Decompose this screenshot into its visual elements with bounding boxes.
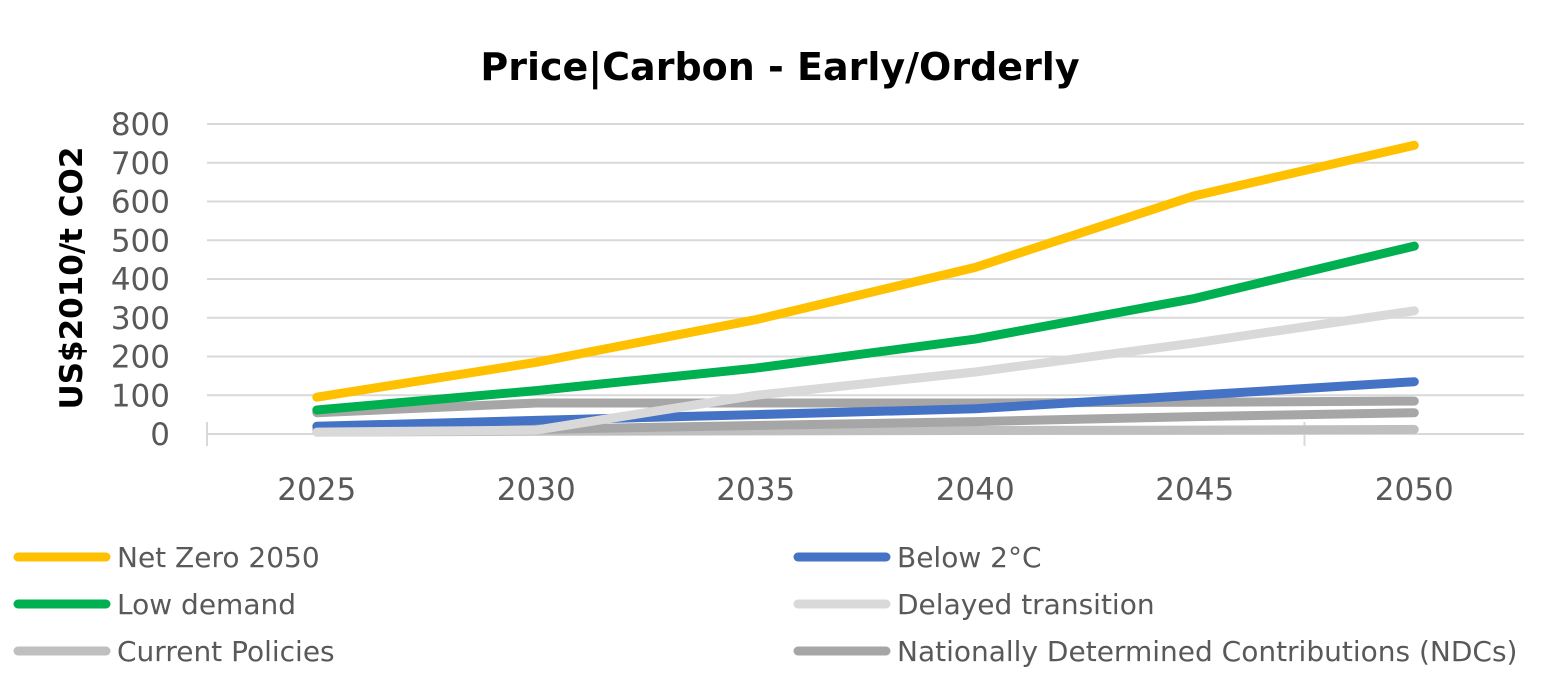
y-tick-label: 0 — [150, 417, 170, 453]
x-tick-label: 2025 — [277, 472, 356, 508]
series-line — [312, 241, 1419, 415]
y-tick-label: 300 — [111, 301, 170, 337]
gridlines — [207, 123, 1524, 435]
x-tick-label: 2050 — [1375, 472, 1454, 508]
x-tick-labels: 2025 2030 2035 2040 2045 2050 — [277, 472, 1453, 508]
series-lines — [312, 140, 1419, 437]
y-tick-label: 400 — [111, 262, 170, 298]
x-tick-label: 2040 — [936, 472, 1015, 508]
series-line — [312, 377, 1419, 431]
series-line — [312, 140, 1419, 402]
legend-label: Current Policies — [117, 635, 335, 668]
x-tick-label: 2045 — [1155, 472, 1234, 508]
y-tick-label: 200 — [111, 340, 170, 376]
x-tick-label: 2035 — [716, 472, 795, 508]
legend-label: Net Zero 2050 — [117, 541, 320, 574]
x-tick-label: 2030 — [497, 472, 576, 508]
legend-label: Low demand — [117, 588, 296, 621]
y-tick-label: 800 — [111, 107, 170, 143]
legend: Net Zero 2050 Below 2°C Low demand Delayed … — [13, 541, 1517, 668]
series-line — [312, 396, 1419, 418]
y-axis-label: US$2010/t CO2 — [54, 147, 90, 410]
chart-title: Price|Carbon - Early/Orderly — [480, 45, 1079, 90]
legend-label: Nationally Determined Contributions (NDC… — [897, 635, 1517, 668]
y-tick-label: 700 — [111, 146, 170, 182]
y-tick-label: 500 — [111, 223, 170, 259]
y-tick-label: 100 — [111, 378, 170, 414]
series-line — [312, 306, 1419, 437]
legend-label: Below 2°C — [897, 541, 1042, 574]
y-tick-label: 600 — [111, 185, 170, 221]
legend-label: Delayed transition — [897, 588, 1155, 621]
